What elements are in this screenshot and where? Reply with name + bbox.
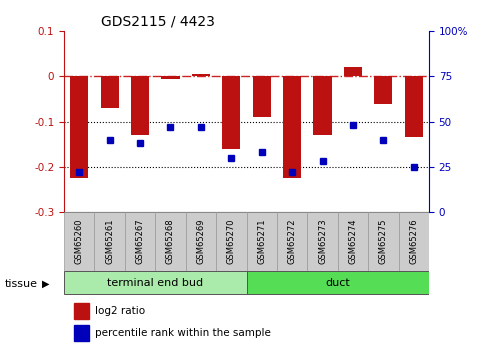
Bar bbox=[95, 212, 125, 271]
Text: GSM65268: GSM65268 bbox=[166, 219, 175, 264]
Bar bbox=[368, 212, 398, 271]
Bar bbox=[70, 76, 88, 178]
Bar bbox=[398, 212, 429, 271]
Bar bbox=[252, 76, 271, 117]
Bar bbox=[125, 212, 155, 271]
Bar bbox=[246, 271, 429, 295]
Text: GSM65276: GSM65276 bbox=[409, 219, 418, 264]
Bar bbox=[283, 76, 301, 178]
Bar bbox=[277, 212, 307, 271]
Bar bbox=[155, 212, 186, 271]
Text: terminal end bud: terminal end bud bbox=[107, 278, 203, 288]
Bar bbox=[192, 74, 210, 76]
Text: GSM65271: GSM65271 bbox=[257, 219, 266, 264]
Text: GSM65260: GSM65260 bbox=[75, 219, 84, 264]
Text: percentile rank within the sample: percentile rank within the sample bbox=[96, 328, 271, 338]
Text: GSM65273: GSM65273 bbox=[318, 219, 327, 264]
Text: GDS2115 / 4423: GDS2115 / 4423 bbox=[101, 14, 214, 29]
Text: tissue: tissue bbox=[5, 279, 38, 288]
Bar bbox=[74, 325, 89, 341]
Text: GSM65272: GSM65272 bbox=[287, 219, 297, 264]
Bar bbox=[216, 212, 246, 271]
Bar bbox=[101, 76, 119, 108]
Bar bbox=[74, 303, 89, 319]
Bar bbox=[314, 76, 332, 135]
Bar bbox=[405, 76, 423, 137]
Bar bbox=[374, 76, 392, 104]
Bar bbox=[246, 212, 277, 271]
Bar bbox=[64, 212, 95, 271]
Bar bbox=[161, 76, 179, 79]
Bar bbox=[186, 212, 216, 271]
Bar bbox=[222, 76, 241, 149]
Text: GSM65269: GSM65269 bbox=[196, 219, 206, 264]
Bar bbox=[64, 271, 246, 295]
Bar bbox=[344, 67, 362, 76]
Text: log2 ratio: log2 ratio bbox=[96, 306, 145, 316]
Text: duct: duct bbox=[325, 278, 350, 288]
Bar bbox=[307, 212, 338, 271]
Text: GSM65267: GSM65267 bbox=[136, 219, 144, 264]
Text: GSM65261: GSM65261 bbox=[105, 219, 114, 264]
Bar bbox=[338, 212, 368, 271]
Bar bbox=[131, 76, 149, 135]
Text: GSM65275: GSM65275 bbox=[379, 219, 388, 264]
Text: GSM65274: GSM65274 bbox=[349, 219, 357, 264]
Text: ▶: ▶ bbox=[42, 279, 49, 288]
Text: GSM65270: GSM65270 bbox=[227, 219, 236, 264]
